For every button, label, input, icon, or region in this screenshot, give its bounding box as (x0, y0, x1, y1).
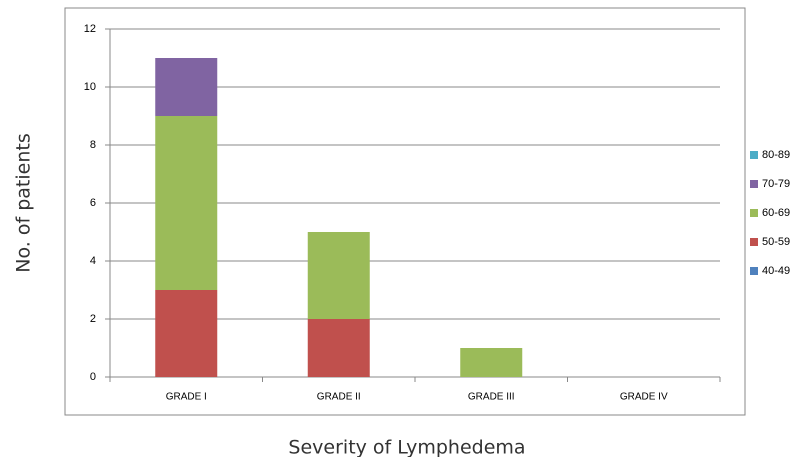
legend-swatch (750, 267, 758, 275)
bar-segment (307, 232, 370, 319)
legend-label: 80-89 (762, 149, 790, 161)
y-tick-label: 2 (90, 313, 96, 325)
legend-swatch (750, 151, 758, 159)
legend-swatch (750, 209, 758, 217)
bar-segment (155, 58, 218, 116)
y-tick-label: 10 (84, 81, 96, 93)
x-tick-label: GRADE III (468, 392, 515, 403)
y-tick-label: 12 (84, 23, 96, 35)
y-tick-label: 6 (90, 197, 96, 209)
x-tick-label: GRADE IV (620, 392, 668, 403)
x-tick-label: GRADE I (166, 392, 207, 403)
y-tick-label: 8 (90, 139, 96, 151)
legend-label: 40-49 (762, 265, 790, 277)
x-tick-label: GRADE II (317, 392, 361, 403)
legend-label: 50-59 (762, 236, 790, 248)
chart-border (64, 7, 746, 416)
legend-swatch (750, 238, 758, 246)
x-axis-label: Severity of Lymphedema (288, 437, 525, 457)
bar-segment (155, 116, 218, 290)
legend-label: 60-69 (762, 207, 790, 219)
legend-swatch (750, 180, 758, 188)
legend-label: 70-79 (762, 178, 790, 190)
bar-segment (155, 290, 218, 377)
bar-segment (307, 319, 370, 377)
y-axis-label: No. of patients (13, 133, 35, 272)
y-tick-label: 4 (90, 255, 96, 267)
y-tick-label: 0 (90, 371, 96, 383)
bar-segment (460, 348, 523, 377)
